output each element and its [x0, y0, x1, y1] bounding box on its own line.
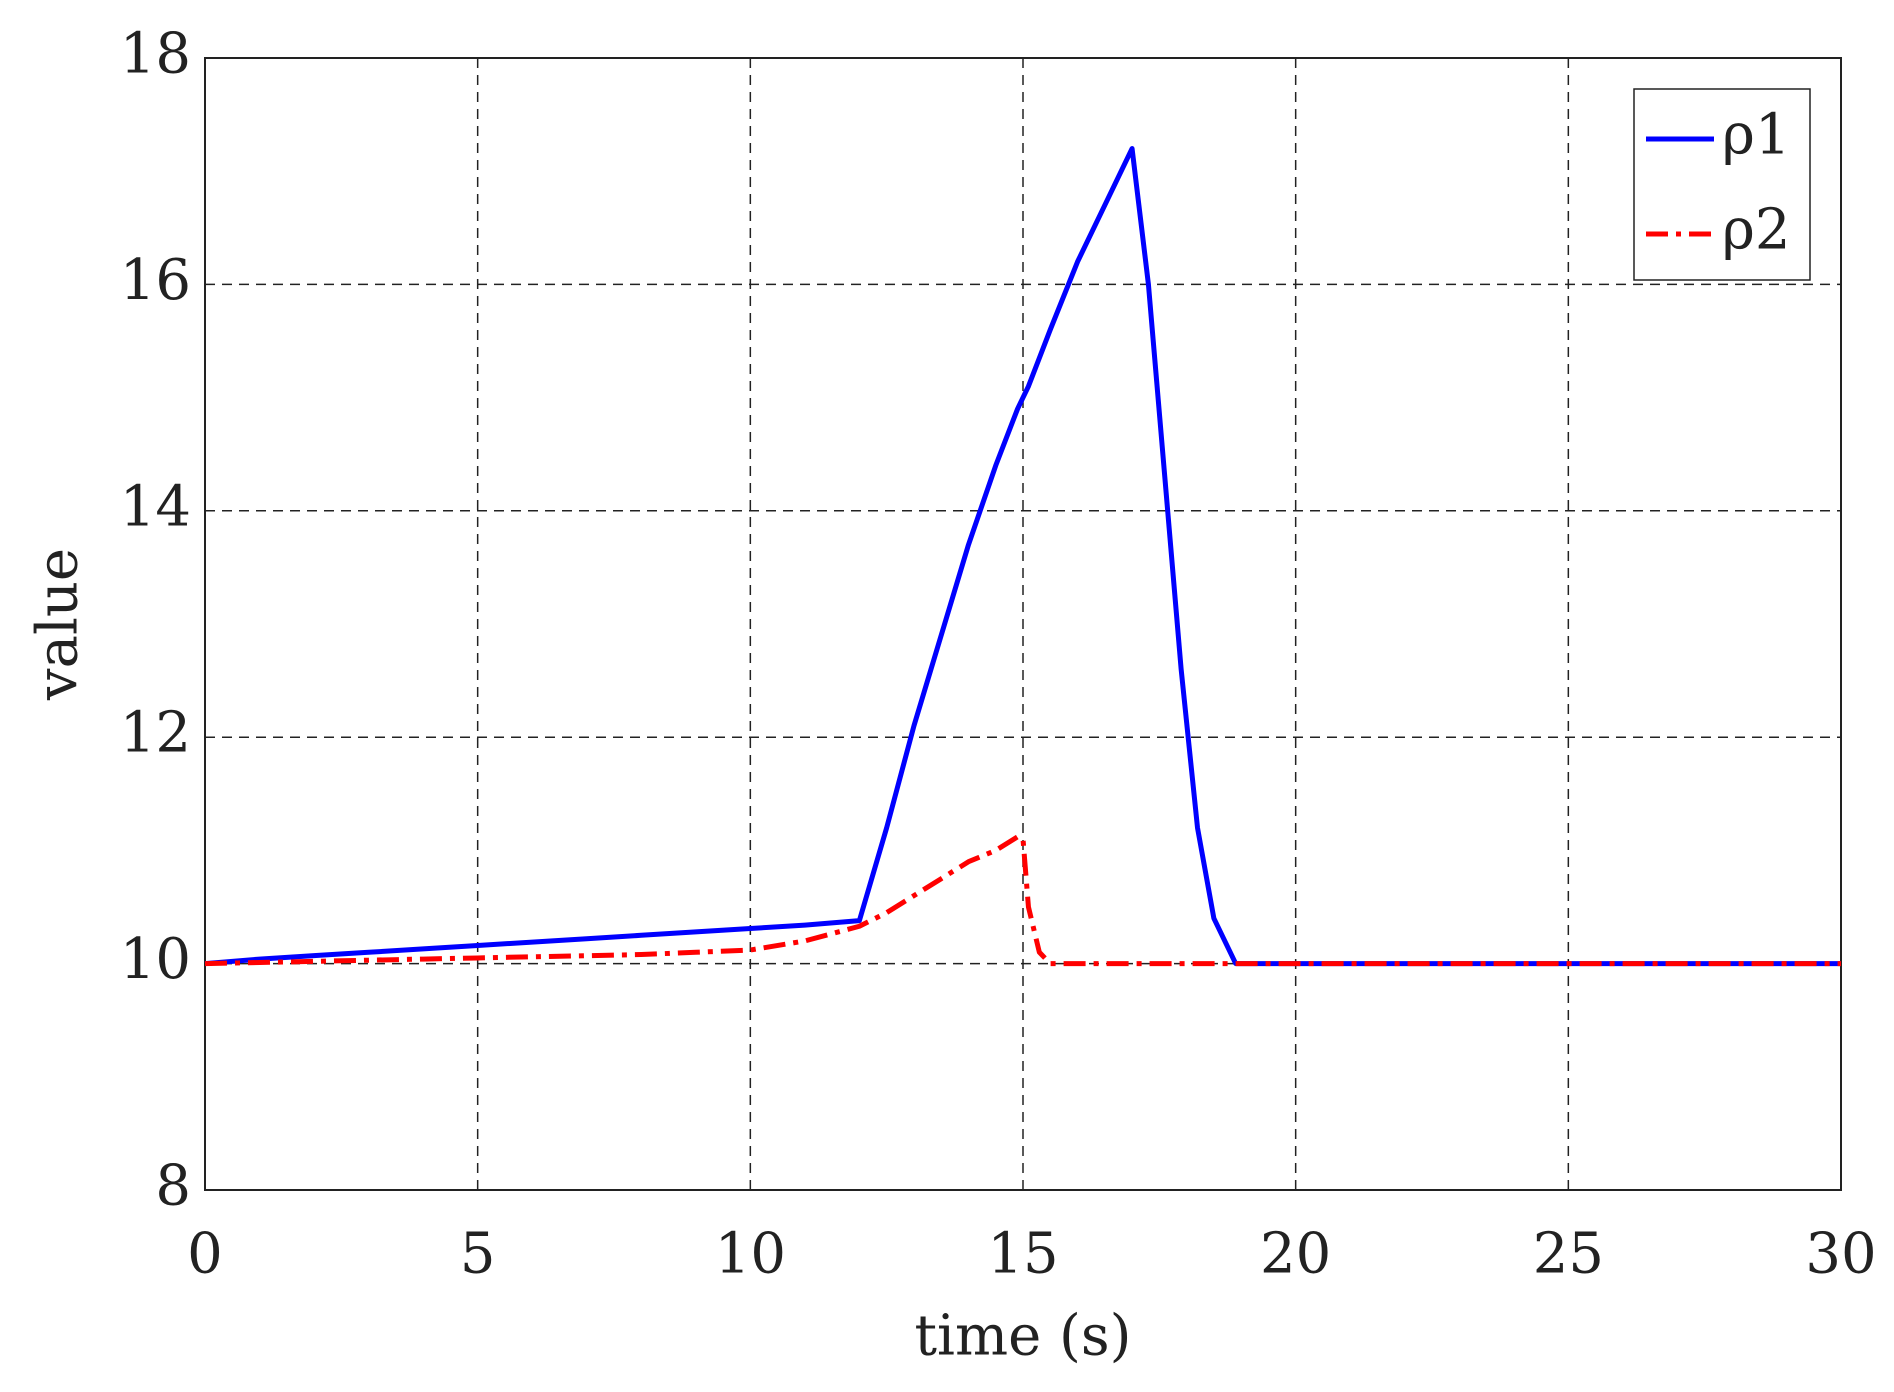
x-tick-label: 0 — [187, 1222, 223, 1287]
x-tick-label: 15 — [987, 1222, 1058, 1287]
x-tick-label: 5 — [460, 1222, 496, 1287]
x-tick-label: 10 — [715, 1222, 786, 1287]
x-axis-label: time (s) — [915, 1304, 1132, 1369]
x-tick-label: 20 — [1260, 1222, 1331, 1287]
legend-label: ρ2 — [1722, 198, 1791, 263]
y-tick-label: 10 — [120, 927, 191, 992]
x-tick-label: 30 — [1805, 1222, 1876, 1287]
series-line — [204, 834, 1841, 967]
y-tick-label: 16 — [120, 248, 191, 313]
legend-label: ρ1 — [1722, 103, 1791, 168]
y-tick-label: 8 — [155, 1154, 191, 1219]
y-tick-label: 18 — [120, 22, 191, 87]
plot-frame — [204, 57, 1842, 1191]
x-tick-label: 25 — [1533, 1222, 1604, 1287]
y-axis-label: value — [26, 548, 91, 701]
series-line — [204, 146, 1841, 967]
y-tick-label: 14 — [120, 474, 191, 539]
legend-box — [1633, 88, 1811, 281]
y-tick-label: 12 — [120, 701, 191, 766]
